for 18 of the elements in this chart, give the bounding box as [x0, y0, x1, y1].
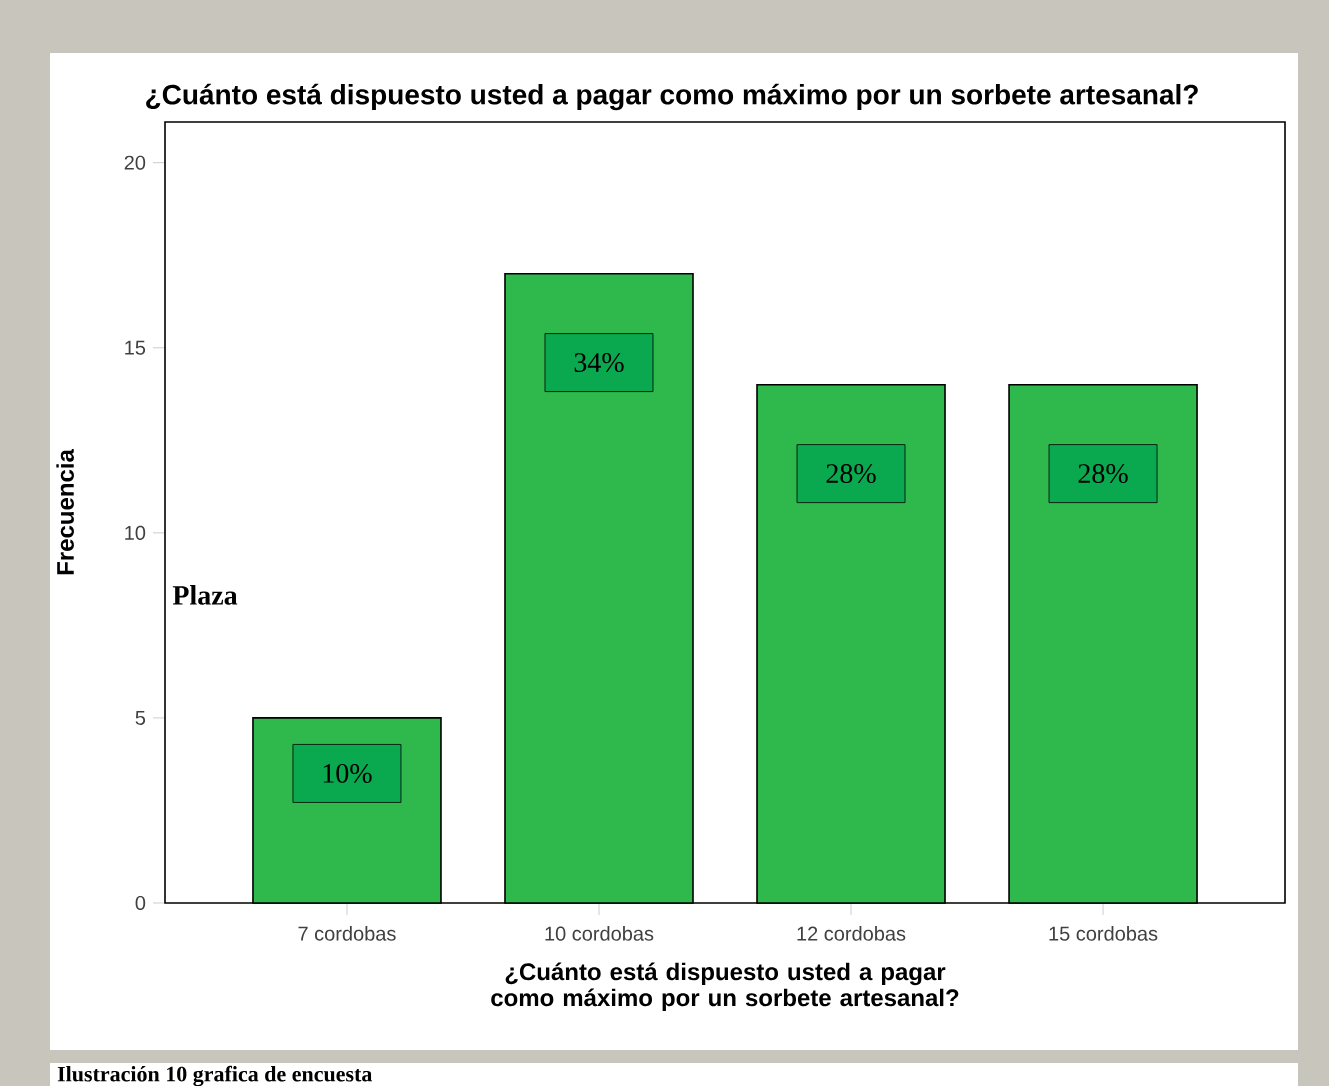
- annotation: 28%: [826, 464, 876, 484]
- x-tick-label: 15 cordobas: [1049, 926, 1158, 941]
- y-tick-label: 5: [135, 710, 146, 725]
- text: Ilustración 10 grafica de encuesta: [57, 1065, 373, 1086]
- y-tick-label: 0: [135, 895, 146, 911]
- x-axis-title: ¿Cuánto está dispuesto usted a pagar como máximo por un sorbete artesanal?: [491, 962, 959, 1012]
- y-tick-label: 10: [125, 525, 146, 540]
- x-tick-label: 12 cordobas: [797, 926, 906, 941]
- annotation: 34%: [574, 353, 624, 373]
- y-axis-title: Frecuencia: [56, 448, 74, 575]
- annotation: 28%: [1078, 464, 1128, 484]
- annotation: Plaza: [172, 585, 238, 605]
- x-tick-label: 7 cordobas: [298, 926, 396, 941]
- y-tick-label: 15: [125, 340, 146, 355]
- x-tick-label: 10 cordobas: [545, 926, 654, 941]
- y-tick-label: 20: [124, 155, 146, 170]
- chart-title: ¿Cuánto está dispuesto usted a pagar como máximo por un sorbete artesanal?: [146, 83, 1198, 111]
- annotation: 10%: [323, 763, 372, 783]
